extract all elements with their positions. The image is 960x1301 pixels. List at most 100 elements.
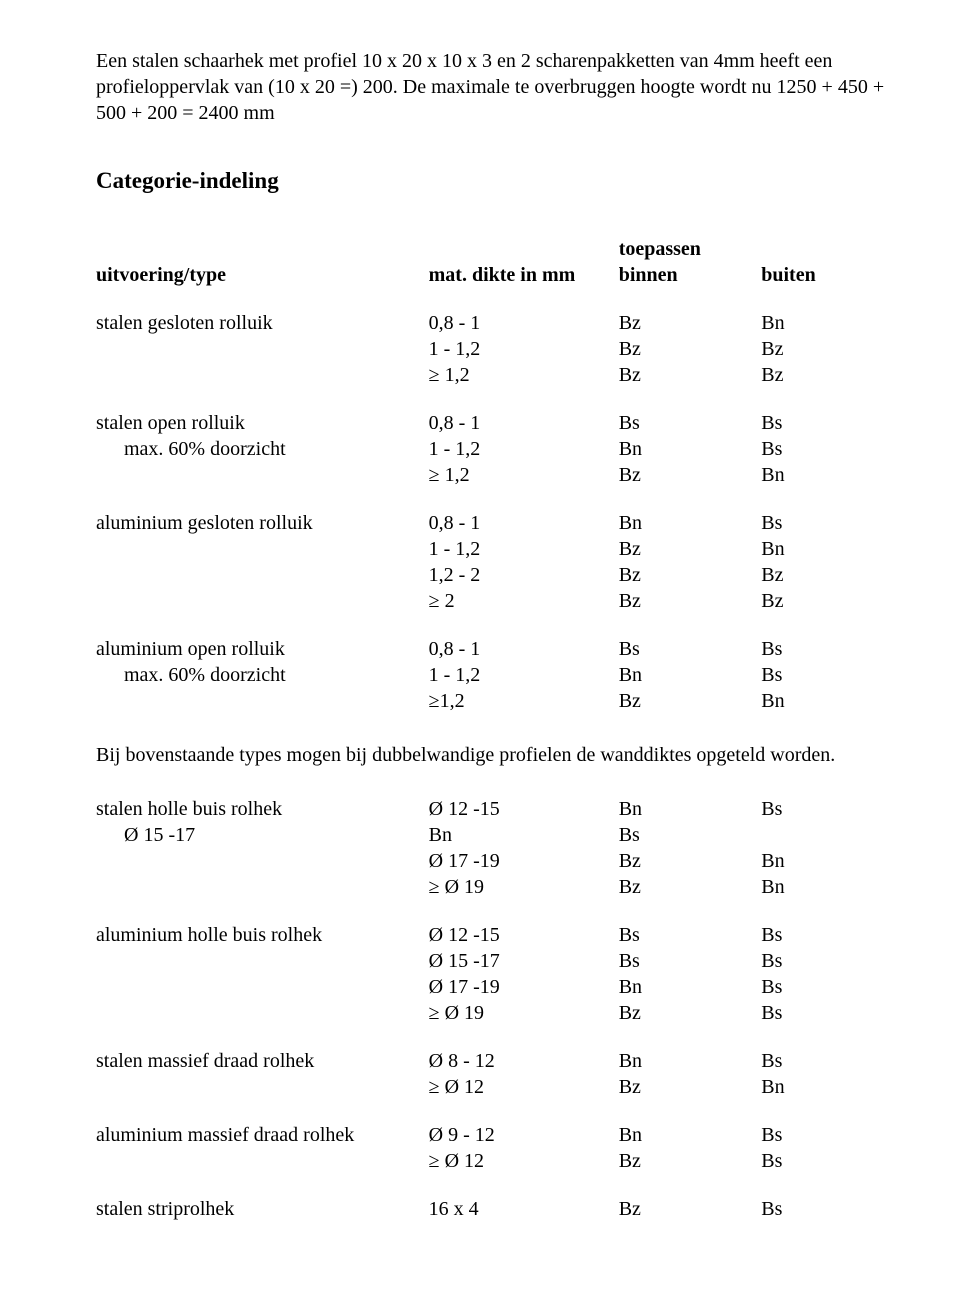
- group-label: stalen striprolhek: [96, 1196, 429, 1222]
- table-row: stalen massief draad rolhek Ø 8 - 12 Bn …: [96, 1048, 888, 1074]
- table-row: max. 60% doorzicht 1 - 1,2 Bn Bs: [96, 436, 888, 462]
- cell: Bn: [429, 822, 619, 848]
- cell: 0,8 - 1: [429, 410, 619, 436]
- group-label: stalen gesloten rolluik: [96, 310, 429, 336]
- cell: Bn: [619, 510, 762, 536]
- cell: 1 - 1,2: [429, 536, 619, 562]
- cell: Bs: [761, 974, 888, 1000]
- cell: Bs: [761, 1048, 888, 1074]
- group-label: stalen holle buis rolhek: [96, 796, 429, 822]
- section-heading: Categorie-indeling: [96, 166, 888, 196]
- cell: Ø 9 - 12: [429, 1122, 619, 1148]
- table-row: max. 60% doorzicht 1 - 1,2 Bn Bs: [96, 662, 888, 688]
- cell: Bz: [619, 848, 762, 874]
- cell: Bn: [619, 1122, 762, 1148]
- cell: ≥ Ø 19: [429, 1000, 619, 1026]
- cell: ≥ Ø 12: [429, 1148, 619, 1174]
- cell: Ø 12 -15: [429, 922, 619, 948]
- table-row: stalen holle buis rolhek Ø 12 -15 Bn Bs: [96, 796, 888, 822]
- cell: 0,8 - 1: [429, 510, 619, 536]
- cell: Bn: [761, 1074, 888, 1100]
- table-row: aluminium massief draad rolhek Ø 9 - 12 …: [96, 1122, 888, 1148]
- header-dikte: mat. dikte in mm: [429, 262, 619, 288]
- table-header-row: toepassen: [96, 236, 888, 262]
- cell: ≥ Ø 12: [429, 1074, 619, 1100]
- cell: Bn: [761, 874, 888, 900]
- cell: ≥ Ø 19: [429, 874, 619, 900]
- cell: Bz: [761, 588, 888, 614]
- group-label: aluminium holle buis rolhek: [96, 922, 429, 948]
- header-binnen: binnen: [619, 262, 762, 288]
- cell: ≥ 2: [429, 588, 619, 614]
- group-sublabel: max. 60% doorzicht: [96, 662, 429, 688]
- table-row: ≥ Ø 12 Bz Bs: [96, 1148, 888, 1174]
- intro-paragraph: Een stalen schaarhek met profiel 10 x 20…: [96, 48, 888, 126]
- table-row: aluminium open rolluik 0,8 - 1 Bs Bs: [96, 636, 888, 662]
- table-row: Ø 15 -17 Bs Bs: [96, 948, 888, 974]
- header-buiten: buiten: [761, 262, 888, 288]
- table-header-row: uitvoering/type mat. dikte in mm binnen …: [96, 262, 888, 288]
- table-row: aluminium holle buis rolhek Ø 12 -15 Bs …: [96, 922, 888, 948]
- table-row: stalen gesloten rolluik 0,8 - 1 Bz Bn: [96, 310, 888, 336]
- cell: Bs: [619, 410, 762, 436]
- cell: ≥ 1,2: [429, 462, 619, 488]
- cell: Bs: [619, 636, 762, 662]
- table-row: ≥ 2 Bz Bz: [96, 588, 888, 614]
- table-row: 1 - 1,2 Bz Bz: [96, 336, 888, 362]
- cell: Bn: [761, 462, 888, 488]
- cell: Bz: [619, 310, 762, 336]
- cell: Bz: [761, 336, 888, 362]
- cell: Bz: [619, 536, 762, 562]
- cell: 0,8 - 1: [429, 310, 619, 336]
- table-row: ≥ Ø 12 Bz Bn: [96, 1074, 888, 1100]
- cell: Ø 15 -17: [429, 948, 619, 974]
- group-label: aluminium open rolluik: [96, 636, 429, 662]
- cell: Bz: [619, 1148, 762, 1174]
- cell: Bn: [761, 848, 888, 874]
- cell: Bz: [619, 874, 762, 900]
- cell: ≥ 1,2: [429, 362, 619, 388]
- header-toepassen: toepassen: [619, 236, 762, 262]
- table-row: Ø 17 -19 Bn Bs: [96, 974, 888, 1000]
- cell: Bs: [761, 1122, 888, 1148]
- cell: Bs: [761, 948, 888, 974]
- table-row: Ø 17 -19 Bz Bn: [96, 848, 888, 874]
- table-row: ≥ 1,2 Bz Bz: [96, 362, 888, 388]
- cell: Bz: [619, 336, 762, 362]
- cell: Bs: [761, 1000, 888, 1026]
- cell: Bs: [761, 636, 888, 662]
- cell: 1 - 1,2: [429, 436, 619, 462]
- cell: Bn: [761, 688, 888, 714]
- table-row: stalen striprolhek 16 x 4 Bz Bs: [96, 1196, 888, 1222]
- cell: Bn: [619, 796, 762, 822]
- cell: Bs: [761, 1196, 888, 1222]
- cell: Bs: [761, 796, 888, 822]
- cell: Bz: [619, 588, 762, 614]
- cell: Bn: [761, 536, 888, 562]
- table-row: 1,2 - 2 Bz Bz: [96, 562, 888, 588]
- cell: Ø 17 -19: [429, 848, 619, 874]
- group-label: stalen massief draad rolhek: [96, 1048, 429, 1074]
- cell: ≥1,2: [429, 688, 619, 714]
- category-table: toepassen uitvoering/type mat. dikte in …: [96, 236, 888, 714]
- cell: Bs: [619, 822, 762, 848]
- cell: 1 - 1,2: [429, 336, 619, 362]
- cell: Bz: [619, 1000, 762, 1026]
- table-row: Ø 15 -17 Bn Bs: [96, 822, 888, 848]
- cell: Bs: [619, 948, 762, 974]
- cell: Bz: [619, 1074, 762, 1100]
- cell: Bs: [761, 1148, 888, 1174]
- cell: 1 - 1,2: [429, 662, 619, 688]
- cell: Bn: [619, 436, 762, 462]
- group-sublabel: max. 60% doorzicht: [96, 436, 429, 462]
- cell: Bs: [761, 922, 888, 948]
- header-uitvoering: uitvoering/type: [96, 262, 429, 288]
- cell: 16 x 4: [429, 1196, 619, 1222]
- cell: Bz: [761, 362, 888, 388]
- table-row: aluminium gesloten rolluik 0,8 - 1 Bn Bs: [96, 510, 888, 536]
- table-row: ≥ Ø 19 Bz Bs: [96, 1000, 888, 1026]
- note-paragraph: Bij bovenstaande types mogen bij dubbelw…: [96, 742, 888, 768]
- cell: Bz: [619, 688, 762, 714]
- cell: Bs: [761, 436, 888, 462]
- cell: Bn: [761, 310, 888, 336]
